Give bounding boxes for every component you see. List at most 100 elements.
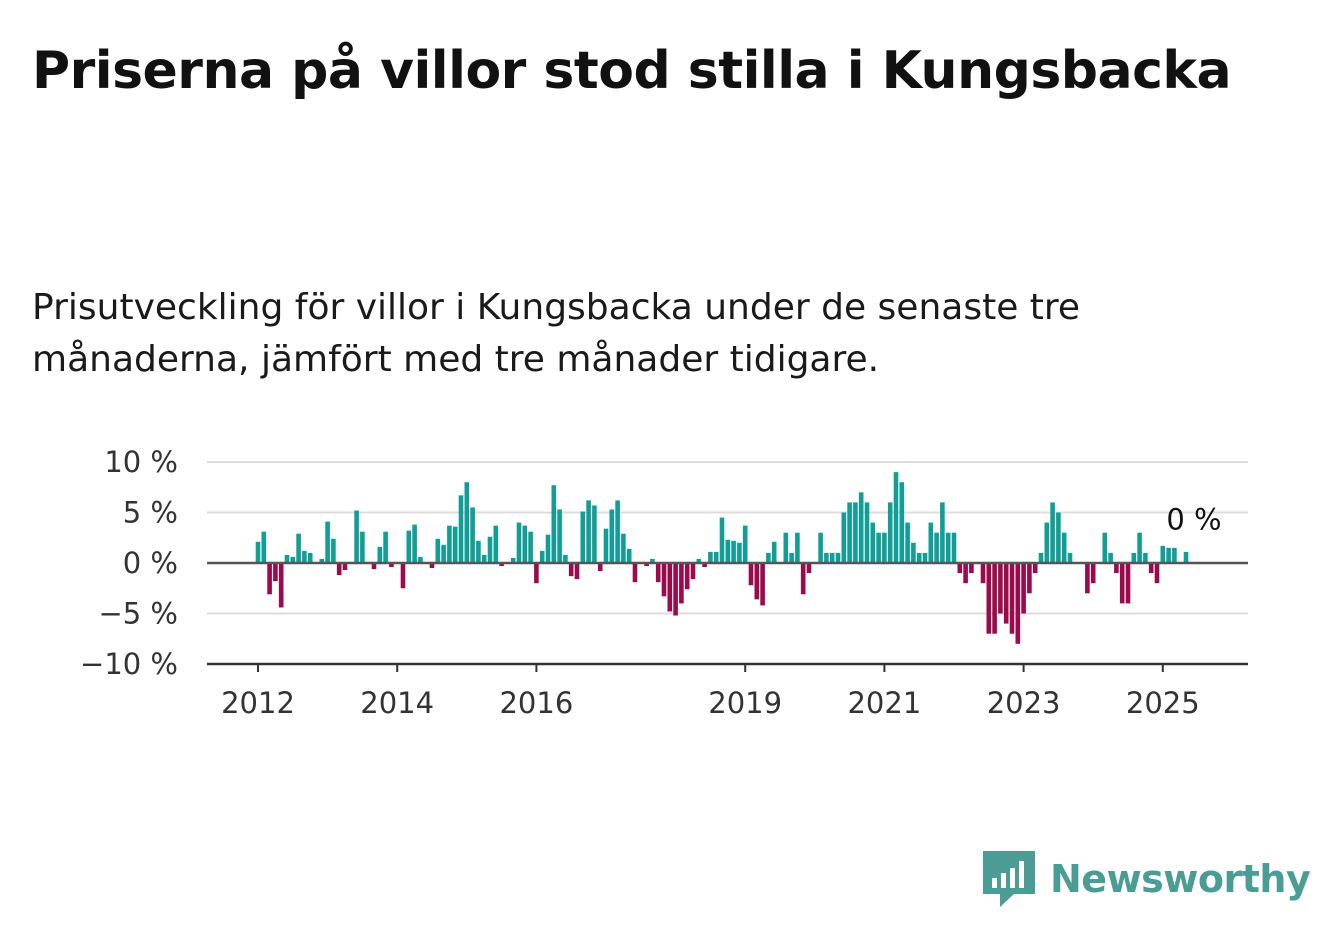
bar — [302, 550, 307, 563]
x-tick-label: 2025 — [1126, 686, 1200, 720]
bar — [539, 550, 545, 563]
bar — [986, 563, 992, 634]
bar — [1090, 563, 1096, 584]
bar — [905, 522, 910, 563]
bar — [1160, 545, 1166, 563]
bar — [1137, 532, 1142, 563]
bar — [673, 563, 678, 616]
bar — [296, 533, 301, 563]
bar — [1125, 563, 1131, 604]
bar — [963, 563, 968, 584]
x-tick-label: 2014 — [360, 686, 434, 720]
bar — [261, 531, 267, 563]
bar — [273, 563, 278, 582]
brand-name: Newsworthy — [1050, 857, 1311, 901]
bar — [667, 563, 673, 612]
bar — [1114, 563, 1119, 574]
y-tick-label: 5 % — [123, 496, 178, 530]
bar — [748, 563, 754, 586]
bar — [661, 563, 667, 597]
bar — [1143, 552, 1148, 563]
bar — [447, 525, 452, 563]
newsworthy-logo: Newsworthy — [980, 848, 1311, 910]
bar — [696, 558, 702, 563]
bar — [307, 552, 313, 563]
bar — [1015, 563, 1021, 644]
bar — [945, 532, 951, 563]
x-tick-label: 2023 — [987, 686, 1061, 720]
bar — [783, 532, 789, 563]
bar — [284, 554, 290, 563]
bar — [487, 536, 493, 563]
bar — [795, 532, 800, 563]
bar — [882, 532, 887, 563]
bar — [934, 532, 939, 563]
bar — [429, 563, 435, 569]
bar — [371, 563, 377, 570]
bar — [1108, 552, 1113, 563]
bar — [853, 502, 858, 563]
bar — [592, 505, 597, 563]
x-tick-label: 2016 — [499, 686, 573, 720]
bar — [864, 502, 870, 563]
bar — [534, 563, 539, 584]
bar — [1009, 563, 1015, 634]
bar — [464, 482, 470, 563]
bar — [331, 538, 336, 563]
bar — [737, 542, 742, 563]
x-tick-label: 2021 — [847, 686, 921, 720]
bar — [1038, 552, 1044, 563]
bar — [557, 509, 562, 563]
bar — [847, 502, 852, 563]
bar — [1085, 563, 1090, 594]
bar — [377, 546, 383, 563]
bar — [255, 541, 261, 563]
bar — [702, 563, 707, 568]
newsworthy-logo-icon — [983, 851, 1035, 907]
bar — [406, 530, 412, 563]
bar — [911, 542, 916, 563]
y-tick-label: 0 % — [123, 546, 178, 580]
bar — [563, 554, 568, 563]
bar — [626, 548, 632, 563]
bar — [969, 563, 974, 574]
bar — [418, 556, 423, 563]
bar — [922, 552, 928, 563]
bar — [992, 563, 997, 634]
bar — [760, 563, 765, 606]
bar — [1131, 552, 1137, 563]
bar — [957, 563, 963, 574]
bar — [766, 552, 771, 563]
bar — [383, 531, 388, 563]
bar — [325, 521, 330, 563]
x-tick-label: 2019 — [708, 686, 782, 720]
bar — [522, 525, 528, 563]
bar — [1021, 563, 1026, 614]
bar — [899, 482, 905, 563]
bar — [998, 563, 1003, 614]
bar — [644, 563, 649, 567]
x-tick-label: 2012 — [221, 686, 295, 720]
bar — [516, 522, 522, 563]
bar — [551, 485, 557, 563]
bar — [1172, 547, 1177, 563]
bar — [708, 551, 713, 563]
bar — [278, 563, 284, 608]
bar — [400, 563, 406, 589]
bar — [690, 563, 696, 580]
bar — [824, 552, 829, 563]
y-tick-label: −5 % — [98, 597, 178, 631]
bar — [621, 533, 626, 563]
bar — [586, 500, 591, 563]
bar — [754, 563, 760, 600]
bar — [510, 557, 516, 563]
bar — [858, 492, 864, 563]
bar — [731, 540, 736, 563]
bar — [742, 525, 748, 563]
bar — [870, 522, 876, 563]
bar — [458, 495, 464, 563]
bar — [499, 563, 504, 567]
bar — [650, 558, 655, 563]
bar — [1061, 532, 1067, 563]
bar — [835, 552, 841, 563]
